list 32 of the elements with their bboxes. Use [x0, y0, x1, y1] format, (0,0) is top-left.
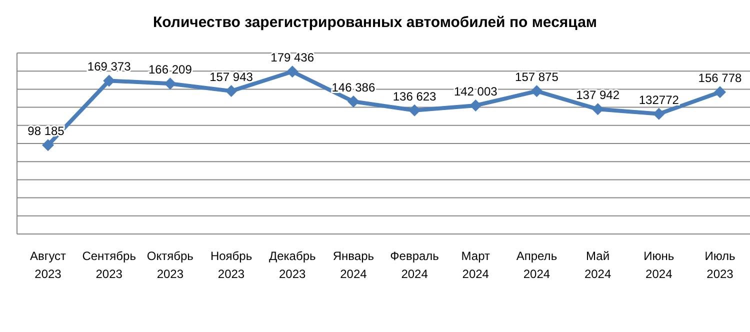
data-label: 142 003	[454, 84, 498, 98]
data-label: 136 623	[392, 89, 437, 104]
point	[164, 78, 176, 90]
data-label: 169 373	[87, 60, 132, 74]
x-tick-label: Январь 2024	[332, 249, 374, 281]
data-label: 157 943	[210, 70, 254, 84]
x-tick-label: Октябрь 2023	[146, 249, 194, 281]
x-tick-label: Декабрь 2023	[268, 249, 316, 281]
chart-title: Количество зарегистрированных автомобилей по месяцам	[152, 14, 598, 31]
point	[286, 66, 298, 78]
data-label: 157 875	[515, 70, 559, 84]
x-tick-label: Май 2024	[584, 249, 612, 281]
point	[225, 85, 238, 98]
x-tick-label: Апрель 2024	[516, 249, 558, 281]
data-label: 179 436	[270, 50, 314, 65]
data-label: 156 778	[698, 71, 742, 86]
point	[470, 99, 482, 112]
point	[42, 139, 54, 152]
data-label: 166 209	[148, 62, 192, 77]
x-tick-label: Июль 2023	[704, 249, 736, 281]
point	[530, 85, 543, 98]
x-tick-label: Сентябрь 2023	[82, 249, 136, 281]
x-tick-label: Февраль 2024	[390, 249, 439, 281]
point	[714, 86, 726, 98]
x-tick-label: Ноябрь 2023	[210, 249, 252, 281]
x-tick-label: Август 2023	[30, 249, 67, 281]
x-tick-label: Март 2024	[461, 249, 490, 281]
x-tick-label: Июнь 2024	[644, 249, 674, 281]
point	[347, 96, 360, 108]
data-label: 146 386	[332, 80, 376, 95]
data-label: 137 942	[576, 88, 620, 102]
data-label: 132772	[638, 92, 680, 107]
